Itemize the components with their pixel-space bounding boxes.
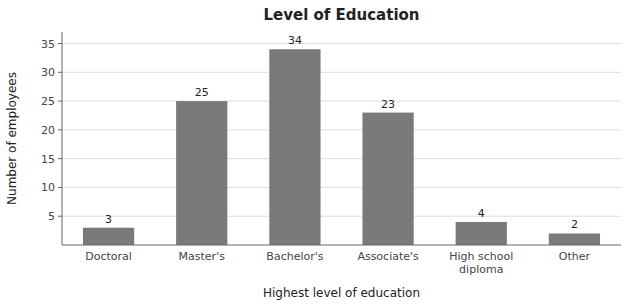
y-tick-label: 35 xyxy=(41,38,55,51)
bar xyxy=(456,222,507,245)
bar xyxy=(362,113,413,245)
grid-line xyxy=(62,187,621,188)
y-tick-label: 5 xyxy=(48,210,55,223)
bar xyxy=(269,49,320,245)
grid-line xyxy=(62,43,621,44)
data-label: 23 xyxy=(381,98,395,111)
y-tick xyxy=(58,72,62,73)
x-tick-label: Master's xyxy=(179,250,226,263)
x-ticks: Doctoral Master's Bachelor's Associate's Hig… xyxy=(85,250,590,276)
x-tick-label: Associate's xyxy=(357,250,419,263)
y-axis-label: Number of employees xyxy=(5,72,19,205)
data-labels: 3 25 34 23 4 2 xyxy=(105,34,578,231)
data-label: 25 xyxy=(195,86,209,99)
data-label: 4 xyxy=(478,207,485,220)
x-axis-line xyxy=(62,245,621,246)
y-tick-label: 25 xyxy=(41,95,55,108)
chart: Level of Education 5 10 15 20 25 30 35 3 25 34 23 4 2… xyxy=(0,0,639,307)
y-ticks: 5 10 15 20 25 30 35 xyxy=(41,38,62,224)
y-tick-label: 30 xyxy=(41,66,55,79)
grid-line xyxy=(62,101,621,102)
bar xyxy=(83,228,134,245)
y-axis-line xyxy=(62,32,63,245)
y-tick-label: 20 xyxy=(41,124,55,137)
y-tick xyxy=(58,187,62,188)
grid-line xyxy=(62,72,621,73)
grid-line xyxy=(62,158,621,159)
x-tick-label: Other xyxy=(559,250,591,263)
x-tick-label: High schooldiploma xyxy=(449,250,513,276)
x-axis-label: Highest level of education xyxy=(263,286,420,300)
y-grid xyxy=(62,44,621,217)
bar xyxy=(176,101,227,245)
y-tick xyxy=(58,101,62,102)
data-label: 3 xyxy=(105,213,112,226)
bar xyxy=(549,233,600,245)
y-tick xyxy=(58,158,62,159)
x-tick-label: Doctoral xyxy=(85,250,132,263)
y-tick-label: 15 xyxy=(41,153,55,166)
data-label: 2 xyxy=(571,218,578,231)
data-label: 34 xyxy=(288,34,302,47)
grid-line xyxy=(62,129,621,130)
grid-line xyxy=(62,216,621,217)
chart-title: Level of Education xyxy=(263,6,419,24)
chart-container: Level of Education 5 10 15 20 25 30 35 3 25 34 23 4 2… xyxy=(0,0,639,307)
y-tick xyxy=(58,216,62,217)
bars xyxy=(83,49,600,245)
y-tick xyxy=(58,129,62,130)
y-tick-label: 10 xyxy=(41,181,55,194)
x-tick-label: Bachelor's xyxy=(266,250,323,263)
y-tick xyxy=(58,43,62,44)
